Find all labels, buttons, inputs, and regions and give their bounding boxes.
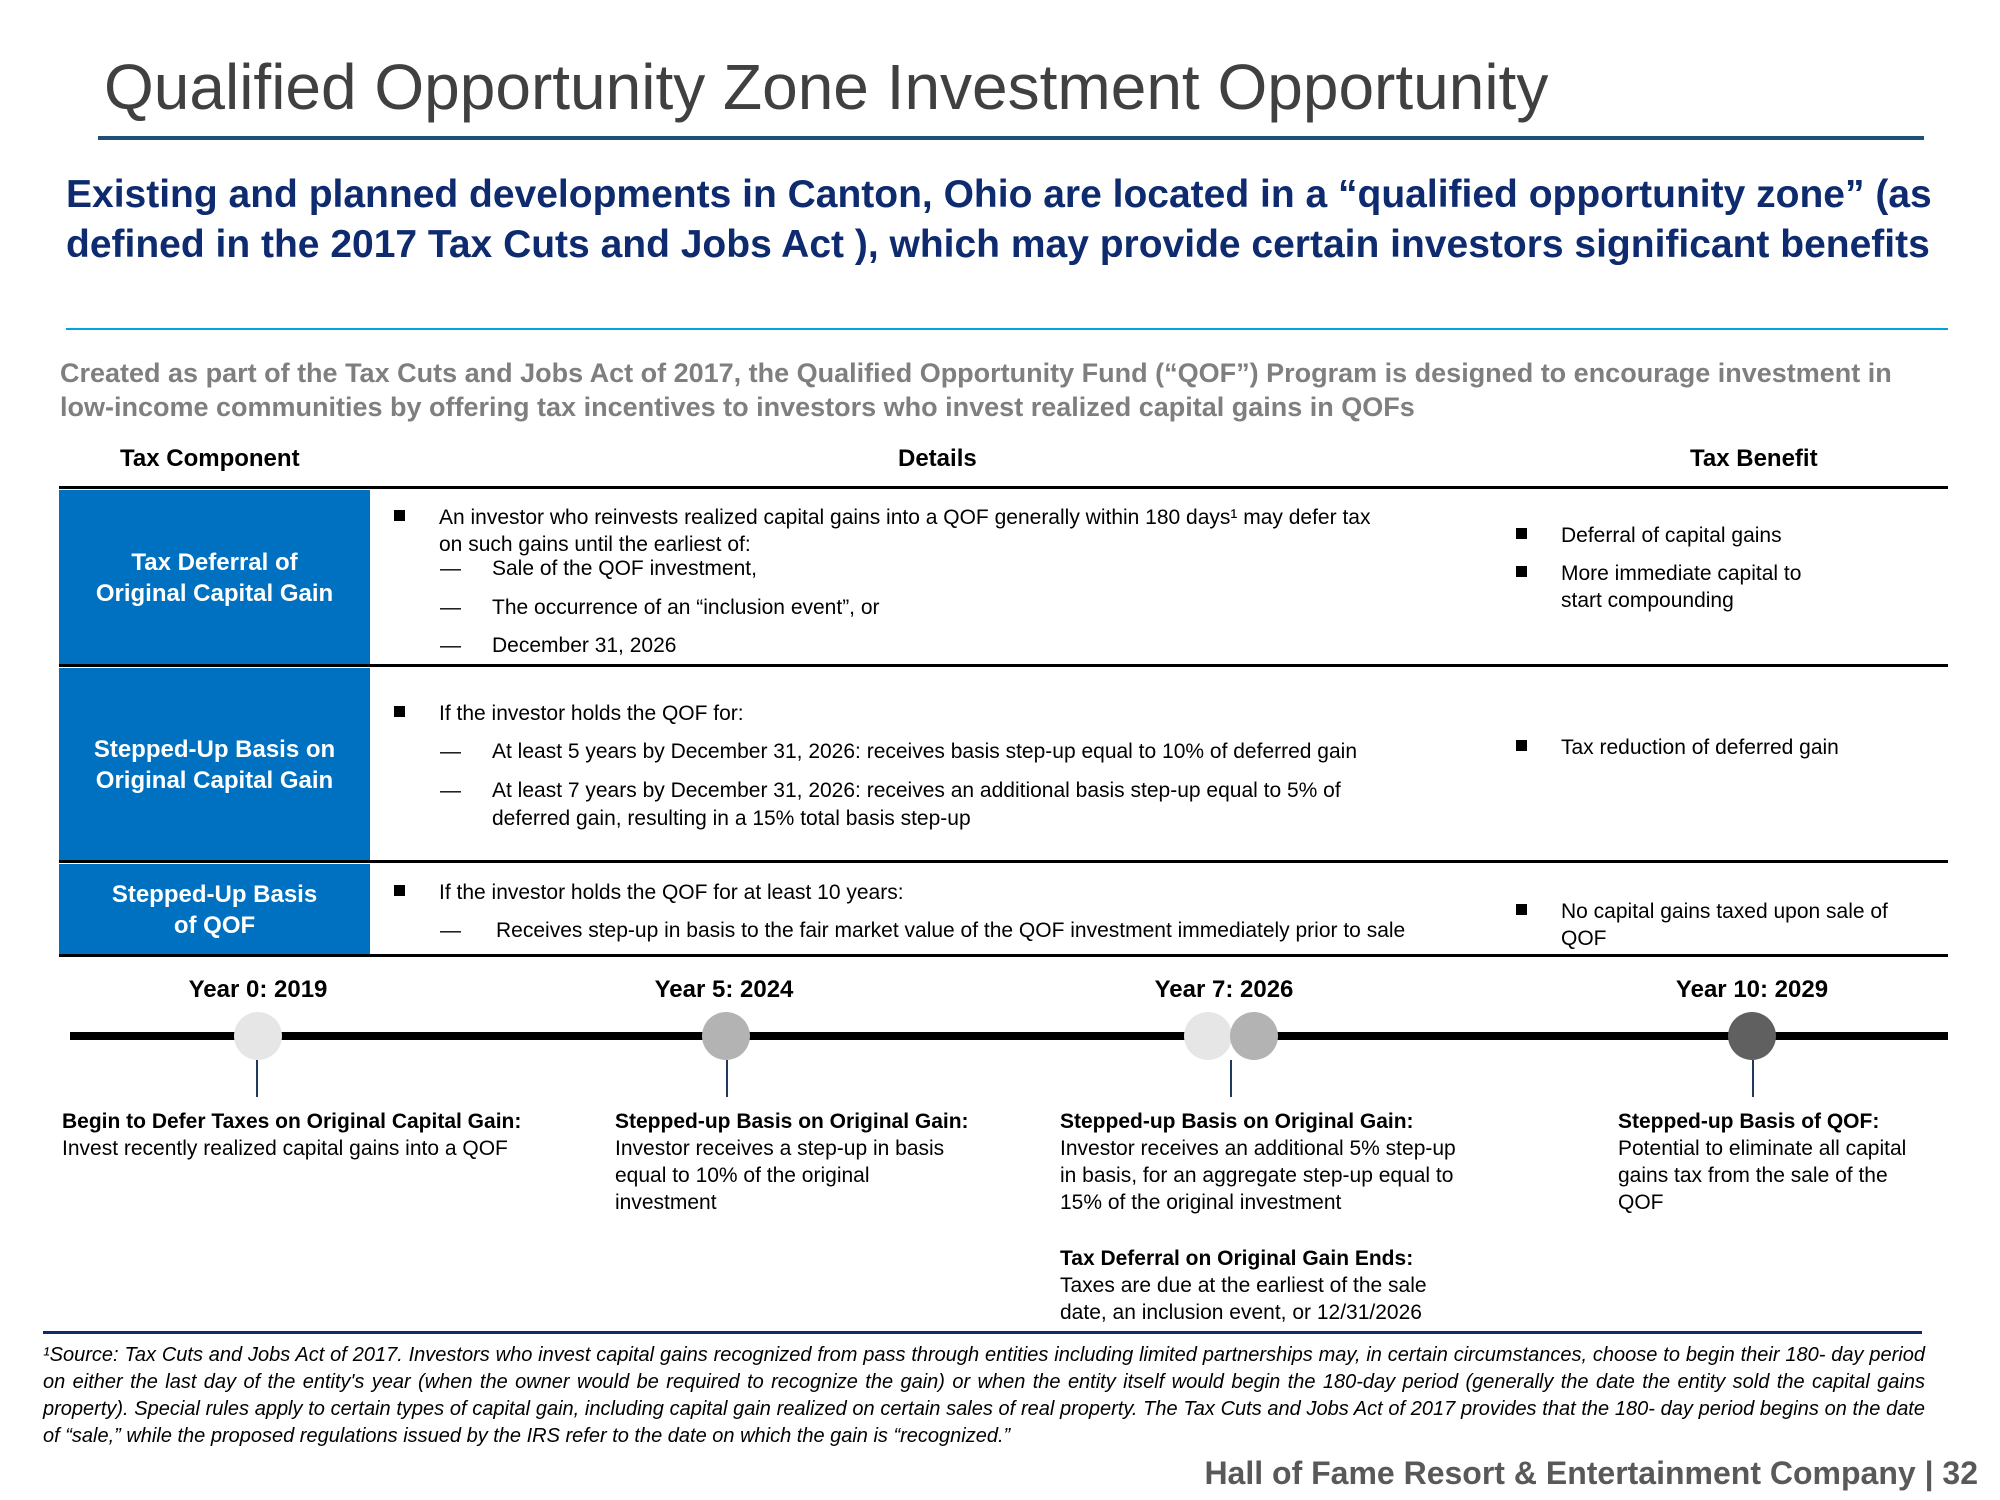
bullet-square-icon xyxy=(1516,528,1527,539)
page-title: Qualified Opportunity Zone Investment Op… xyxy=(104,51,1549,123)
detail-sub-item: Receives step-up in basis to the fair ma… xyxy=(496,919,1406,942)
subtitle-divider xyxy=(66,328,1948,330)
detail-sub-item: deferred gain, resulting in a 15% total … xyxy=(492,807,971,830)
bullet-square-icon xyxy=(1516,740,1527,751)
row-divider xyxy=(59,664,1948,667)
component-line: Original Capital Gain xyxy=(95,766,334,794)
benefit-text: Deferral of capital gains xyxy=(1561,524,1782,547)
component-line: Tax Deferral of xyxy=(131,548,298,576)
timeline-caption: Stepped-up Basis on Original Gain: Invest… xyxy=(615,1108,969,1216)
timeline-caption: Tax Deferral on Original Gain Ends: Taxes… xyxy=(1060,1245,1427,1326)
timeline-connector xyxy=(256,1060,258,1097)
detail-sub-item: At least 5 years by December 31, 2026: r… xyxy=(492,740,1357,763)
footnote: ¹Source: Tax Cuts and Jobs Act of 2017. … xyxy=(43,1344,1925,1447)
dash-icon: — xyxy=(440,740,461,763)
dash-icon: — xyxy=(440,779,461,802)
timeline-caption: Begin to Defer Taxes on Original Capital… xyxy=(62,1108,521,1162)
detail-sub-item: At least 7 years by December 31, 2026: r… xyxy=(492,779,1341,802)
timeline-connector xyxy=(726,1060,728,1097)
timeline-year-label: Year 7: 2026 xyxy=(1154,976,1294,1003)
component-cell: Stepped-Up Basis on Original Capital Gain xyxy=(59,668,370,861)
timeline-year-label: Year 5: 2024 xyxy=(654,976,794,1003)
caption-line: Investor receives a step-up in basis xyxy=(615,1137,945,1160)
footer-divider xyxy=(43,1331,1922,1334)
dash-icon: — xyxy=(440,919,461,942)
benefit-text: More immediate capital to xyxy=(1561,562,1802,585)
timeline-connector xyxy=(1752,1060,1754,1097)
dash-icon: — xyxy=(440,634,461,657)
caption-heading: Stepped-up Basis on Original Gain: xyxy=(1060,1110,1414,1133)
caption-line: Investor receives an additional 5% step-… xyxy=(1060,1137,1456,1160)
caption-line: QOF xyxy=(1618,1191,1664,1214)
caption-line: Taxes are due at the earliest of the sal… xyxy=(1060,1274,1427,1297)
bullet-square-icon xyxy=(394,885,405,896)
component-line: of QOF xyxy=(173,911,256,939)
header-tax-component: Tax Component xyxy=(120,445,300,472)
timeline-milestone-dot xyxy=(1230,1012,1278,1060)
benefit-text: QOF xyxy=(1561,927,1607,950)
detail-bullet: An investor who reinvests realized capit… xyxy=(439,506,1371,529)
component-line: Stepped-Up Basis on xyxy=(93,735,336,763)
bullet-square-icon xyxy=(394,706,405,717)
caption-heading: Tax Deferral on Original Gain Ends: xyxy=(1060,1247,1414,1270)
timeline-caption: Stepped-up Basis on Original Gain: Invest… xyxy=(1060,1108,1456,1216)
detail-sub-item: Sale of the QOF investment, xyxy=(492,557,757,580)
caption-line: date, an inclusion event, or 12/31/2026 xyxy=(1060,1301,1422,1324)
caption-line: Potential to eliminate all capital xyxy=(1618,1137,1907,1160)
component-line: Original Capital Gain xyxy=(95,579,334,607)
detail-sub-item: The occurrence of an “inclusion event”, … xyxy=(492,596,880,619)
detail-bullet: on such gains until the earliest of: xyxy=(439,533,751,556)
detail-bullet: If the investor holds the QOF for: xyxy=(439,702,744,725)
caption-heading: Begin to Defer Taxes on Original Capital… xyxy=(62,1110,522,1133)
intro-text: Created as part of the Tax Cuts and Jobs… xyxy=(60,358,1892,422)
benefit-text: Tax reduction of deferred gain xyxy=(1561,736,1839,759)
bullet-square-icon xyxy=(1516,566,1527,577)
timeline-connector xyxy=(1230,1060,1232,1097)
subtitle: Existing and planned developments in Can… xyxy=(66,173,1932,266)
header-tax-benefit: Tax Benefit xyxy=(1690,445,1818,472)
component-cell: Stepped-Up Basis of QOF xyxy=(59,864,370,955)
brand-page-number: Hall of Fame Resort & Entertainment Comp… xyxy=(1204,1455,1978,1491)
timeline-milestone-dot xyxy=(234,1012,282,1060)
component-label: Tax Deferral of Original Capital Gain xyxy=(96,547,333,609)
component-label: Stepped-Up Basis on Original Capital Gain xyxy=(94,734,335,796)
component-label: Stepped-Up Basis of QOF xyxy=(112,879,317,941)
caption-line: Invest recently realized capital gains i… xyxy=(62,1137,508,1160)
timeline-line xyxy=(70,1032,1948,1040)
table-top-border xyxy=(59,486,1948,489)
timeline-milestone-dot xyxy=(1184,1012,1232,1060)
benefit-text: start compounding xyxy=(1561,589,1734,612)
timeline-year-label: Year 0: 2019 xyxy=(188,976,328,1003)
detail-sub-item: December 31, 2026 xyxy=(492,634,677,657)
caption-line: investment xyxy=(615,1191,717,1214)
caption-line: equal to 10% of the original xyxy=(615,1164,870,1187)
caption-heading: Stepped-up Basis of QOF: xyxy=(1618,1110,1880,1133)
caption-heading: Stepped-up Basis on Original Gain: xyxy=(615,1110,969,1133)
timeline-milestone-dot xyxy=(702,1012,750,1060)
timeline-caption: Stepped-up Basis of QOF: Potential to eli… xyxy=(1618,1108,1906,1216)
benefit-text: No capital gains taxed upon sale of xyxy=(1561,900,1888,923)
dash-icon: — xyxy=(440,596,461,619)
caption-line: in basis, for an aggregate step-up equal… xyxy=(1060,1164,1454,1187)
row-divider xyxy=(59,860,1948,863)
component-line: Stepped-Up Basis xyxy=(111,880,318,908)
bullet-square-icon xyxy=(1516,904,1527,915)
bullet-square-icon xyxy=(394,510,405,521)
timeline-milestone-dot xyxy=(1728,1012,1776,1060)
title-divider xyxy=(98,136,1924,140)
timeline-year-label: Year 10: 2029 xyxy=(1675,976,1829,1003)
caption-line: 15% of the original investment xyxy=(1060,1191,1342,1214)
dash-icon: — xyxy=(440,557,461,580)
row-divider xyxy=(59,954,1948,957)
detail-bullet: If the investor holds the QOF for at lea… xyxy=(439,881,904,904)
caption-line: gains tax from the sale of the xyxy=(1618,1164,1888,1187)
component-cell: Tax Deferral of Original Capital Gain xyxy=(59,490,370,665)
header-details: Details xyxy=(898,445,977,472)
